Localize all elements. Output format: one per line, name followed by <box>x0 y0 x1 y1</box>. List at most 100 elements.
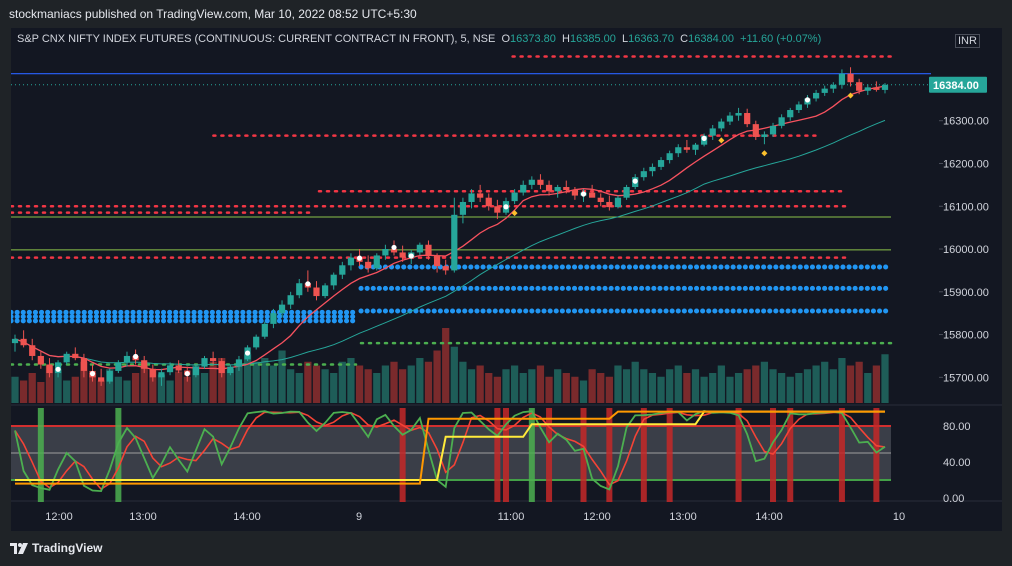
oscillator-signal-bar <box>580 408 587 502</box>
volume-bar <box>416 358 424 403</box>
candle <box>98 368 105 386</box>
volume-bar <box>192 365 200 403</box>
volume-bar <box>683 373 691 403</box>
candle <box>365 255 372 273</box>
time-axis-label: 12:00 <box>45 511 73 523</box>
volume-bar <box>821 361 829 403</box>
candle-body <box>442 266 449 271</box>
candle <box>20 330 27 348</box>
time-axis-label: 10 <box>893 511 905 523</box>
volume-bar <box>399 369 407 403</box>
candle-body <box>20 338 27 346</box>
candle-body <box>554 187 561 192</box>
candle-body <box>761 134 768 137</box>
candle <box>692 142 699 155</box>
candle <box>141 355 148 374</box>
candle <box>63 351 70 365</box>
signal-dot <box>305 281 311 287</box>
volume-bar <box>502 369 510 403</box>
candle <box>158 368 165 386</box>
candle <box>614 195 622 209</box>
candle <box>218 358 225 378</box>
volume-bar <box>278 350 286 403</box>
candle <box>821 85 828 96</box>
volume-bar <box>252 361 260 403</box>
price-axis-label: 15900.00 <box>943 287 989 299</box>
oscillator-signal-bar <box>770 408 777 502</box>
candle <box>563 180 570 194</box>
candle-body <box>296 283 303 296</box>
volume-bar <box>80 361 88 403</box>
candle-body <box>856 82 863 91</box>
candle <box>847 67 854 87</box>
volume-bar <box>338 361 346 403</box>
candle <box>554 184 561 198</box>
candle <box>253 334 260 350</box>
volume-bar <box>355 365 364 403</box>
signal-dot <box>632 178 638 184</box>
candle <box>657 157 665 170</box>
candle-body <box>399 252 406 258</box>
candle <box>485 193 492 211</box>
candle <box>201 355 208 369</box>
volume-bar <box>97 380 105 403</box>
candle-body <box>485 197 492 207</box>
candle-body <box>847 73 854 83</box>
volume-bar <box>579 380 588 403</box>
volume-bar <box>760 361 769 403</box>
candle <box>640 167 647 181</box>
candle-body <box>339 265 346 275</box>
candle-body <box>11 338 19 344</box>
volume-bar <box>709 373 717 403</box>
candle-body <box>166 365 174 373</box>
signal-dot <box>55 366 61 372</box>
price-axis-label: 16100.00 <box>943 201 989 213</box>
candle <box>382 244 389 260</box>
time-axis-label: 13:00 <box>129 511 157 523</box>
candle <box>451 197 458 273</box>
currency-badge[interactable]: INR <box>955 34 980 48</box>
candle-body <box>821 88 828 93</box>
candle-body <box>416 244 423 253</box>
tradingview-logo-icon <box>10 543 28 554</box>
candle-body <box>451 214 458 271</box>
candle <box>709 124 716 140</box>
candle-body <box>752 124 759 137</box>
candle <box>321 283 329 299</box>
volume-bar <box>54 369 62 403</box>
volume-bar <box>28 373 36 403</box>
time-axis-label: 11:00 <box>498 511 525 523</box>
volume-bar <box>786 376 794 403</box>
candle-body <box>382 249 389 256</box>
candle-body <box>778 117 785 126</box>
volume-bar <box>631 361 639 403</box>
volume-bar <box>304 361 312 403</box>
candle <box>37 351 44 369</box>
volume-bar <box>812 365 820 403</box>
volume-bar <box>743 369 751 403</box>
candle-body <box>537 179 544 185</box>
candle <box>339 261 346 279</box>
volume-bar <box>243 354 252 403</box>
candle-body <box>365 261 372 269</box>
volume-bar <box>700 376 708 403</box>
candle <box>537 174 544 190</box>
volume-bar <box>218 358 226 403</box>
volume-bar <box>726 376 734 403</box>
volume-bar <box>614 365 622 403</box>
volume-bar <box>536 365 545 403</box>
volume-bar <box>321 369 329 403</box>
volume-bar <box>424 361 433 403</box>
chart-frame[interactable]: 16300.00 16200.00 16100.00 16000.00 15900.00… <box>8 28 1002 531</box>
candle-body <box>287 295 294 305</box>
price-chart[interactable]: 16300.00 16200.00 16100.00 16000.00 15900.00… <box>8 28 1002 531</box>
signal-dot <box>503 204 509 210</box>
low-value: 16363.70 <box>628 33 675 45</box>
volume-bar <box>545 376 553 403</box>
candle <box>623 184 630 200</box>
volume-bar <box>71 376 79 403</box>
candle-body <box>881 84 889 90</box>
oscillator-signal-bar <box>37 408 44 502</box>
oscillator-axis-label: 40.00 <box>943 457 971 469</box>
signal-diamond <box>511 210 518 217</box>
